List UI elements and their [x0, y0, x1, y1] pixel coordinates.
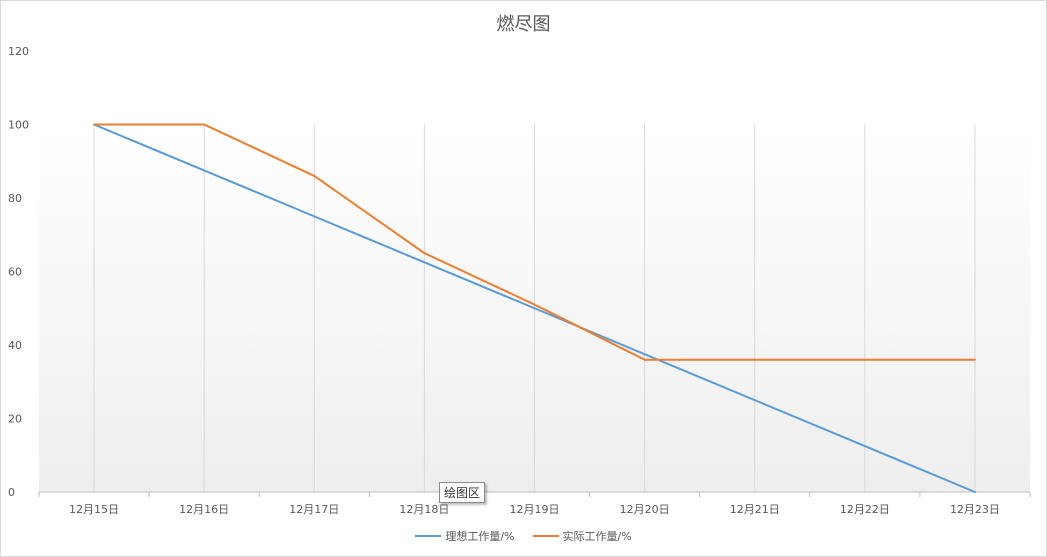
plot-area-tooltip: 绘图区: [439, 482, 486, 503]
y-tick-label-100: 100: [8, 119, 29, 132]
legend-item-ideal[interactable]: 理想工作量/%: [415, 528, 515, 544]
legend-label-actual: 实际工作量/%: [562, 530, 632, 543]
x-tick-label-0: 12月15日: [69, 503, 119, 516]
series-0-point-6: [753, 399, 756, 402]
series-1-point-4: [533, 303, 536, 306]
y-tick-label-0: 0: [8, 486, 15, 499]
series-0-point-7: [863, 445, 866, 448]
series-1-point-8: [973, 358, 976, 361]
legend-swatch-actual: [532, 535, 559, 537]
x-tick-label-1: 12月16日: [179, 503, 229, 516]
series-1-point-0: [93, 123, 96, 126]
legend-swatch-ideal: [415, 535, 442, 537]
series-0-point-1: [203, 169, 206, 172]
y-tick-label-80: 80: [8, 192, 22, 205]
y-tick-label-40: 40: [8, 339, 22, 352]
series-0-point-5: [643, 353, 646, 356]
x-tick-label-3: 12月18日: [399, 503, 449, 516]
series-1-point-1: [203, 123, 206, 126]
series-0-point-3: [423, 261, 426, 264]
x-tick-label-2: 12月17日: [289, 503, 339, 516]
series-0-point-4: [533, 307, 536, 310]
legend-label-ideal: 理想工作量/%: [445, 530, 515, 543]
x-tick-label-7: 12月22日: [840, 503, 890, 516]
chart-title: 燃尽图: [496, 14, 551, 35]
series-0-point-2: [313, 215, 316, 218]
series-1-point-5: [643, 358, 646, 361]
x-tick-label-5: 12月20日: [620, 503, 670, 516]
series-0-point-8: [973, 491, 976, 493]
legend-item-actual[interactable]: 实际工作量/%: [532, 528, 632, 544]
series-1-point-7: [863, 358, 866, 361]
y-tick-label-60: 60: [8, 266, 22, 279]
series-1-point-6: [753, 358, 756, 361]
x-tick-label-8: 12月23日: [950, 503, 1000, 516]
legend: 理想工作量/% 实际工作量/%: [0, 528, 1047, 544]
x-tick-label-6: 12月21日: [730, 503, 780, 516]
series-1-point-2: [313, 174, 316, 177]
x-tick-label-4: 12月19日: [510, 503, 560, 516]
series-1-point-3: [423, 252, 426, 255]
y-tick-label-120: 120: [8, 45, 29, 58]
y-tick-label-20: 20: [8, 413, 22, 426]
